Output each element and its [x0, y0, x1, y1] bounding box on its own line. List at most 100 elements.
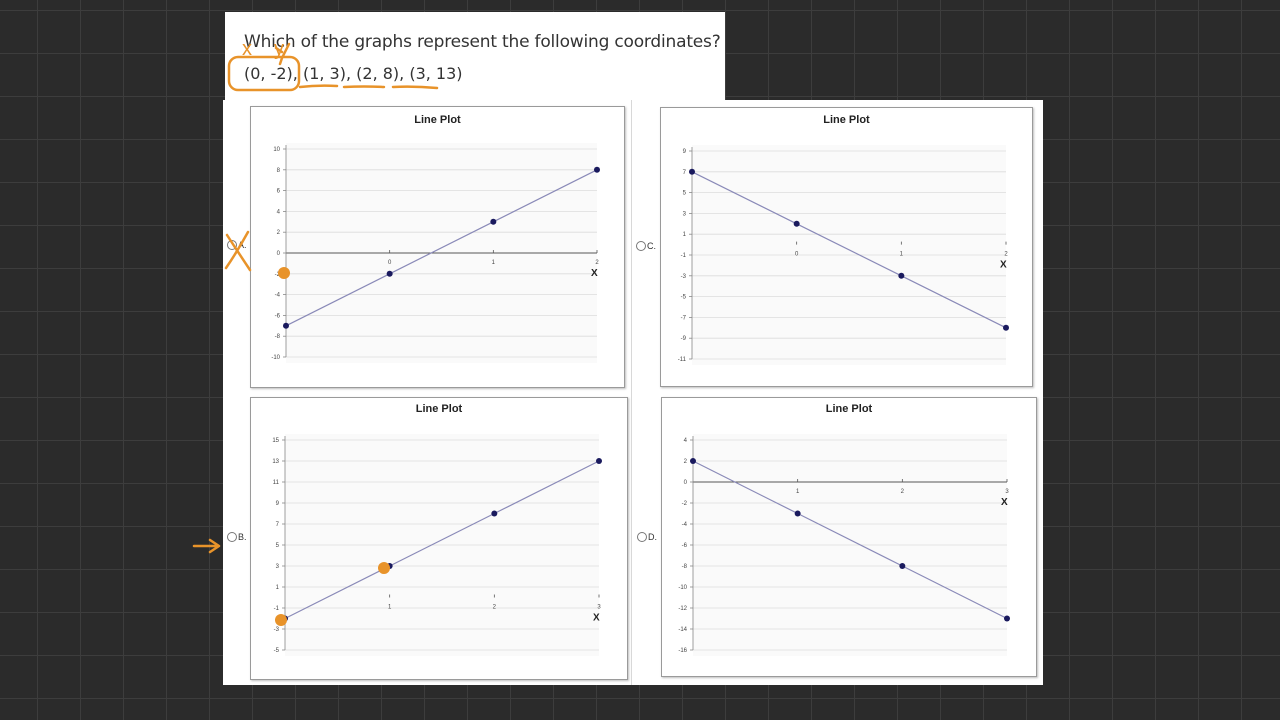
option-c-label[interactable]: C.	[647, 241, 656, 251]
x-tick-label: 2	[595, 260, 599, 266]
option-b-label[interactable]: B.	[238, 532, 247, 542]
y-tick-label: 5	[683, 191, 687, 197]
option-a-chart[interactable]: Line Plot 10 8 6 4 2 0 -2 -4 -6 -8 -10 0 1 2 X	[250, 106, 625, 388]
y-tick-label: 3	[683, 211, 687, 217]
x-axis-label: X	[591, 268, 598, 279]
y-tick-label: -2	[275, 272, 281, 278]
y-tick-label: -5	[681, 295, 687, 301]
y-tick-label: -3	[274, 627, 280, 633]
y-tick-label: -6	[275, 313, 281, 319]
y-tick-label: -9	[681, 336, 687, 342]
data-point	[596, 458, 602, 464]
x-tick-label: 1	[388, 605, 392, 611]
data-point	[283, 322, 289, 329]
option-b-radio[interactable]	[227, 532, 237, 542]
chart-title: Line Plot	[826, 403, 873, 415]
x-tick-label: 0	[795, 252, 799, 258]
x-tick-label: 2	[901, 489, 905, 495]
option-d-label[interactable]: D.	[648, 532, 657, 542]
x-axis-label: X	[593, 613, 600, 624]
data-point	[1004, 615, 1010, 622]
y-tick-label: 4	[684, 438, 688, 444]
y-tick-label: -10	[678, 585, 687, 591]
y-tick-label: 15	[272, 438, 279, 444]
x-axis-label: X	[1001, 497, 1008, 508]
y-tick-label: -16	[678, 648, 687, 654]
y-tick-label: -10	[271, 355, 280, 361]
data-point	[1003, 324, 1009, 331]
y-tick-label: 10	[273, 147, 280, 153]
y-tick-label: 7	[276, 522, 280, 528]
data-point	[490, 218, 497, 225]
data-point	[793, 220, 800, 227]
x-tick-label: 3	[597, 605, 601, 611]
y-tick-label: 8	[277, 168, 281, 174]
x-tick-label: 1	[796, 489, 800, 495]
question-card: Which of the graphs represent the follow…	[225, 12, 725, 100]
option-d-chart[interactable]: Line Plot 4 2 0 -2 -4 -6 -8 -10 -12 -14 -16 1 2 3 X	[661, 397, 1037, 677]
data-point	[386, 563, 393, 569]
x-tick-label: 3	[1005, 489, 1009, 495]
y-tick-label: -7	[681, 315, 687, 321]
ink-arrow-b	[192, 538, 221, 554]
y-tick-label: 3	[276, 564, 280, 570]
data-point	[898, 272, 905, 279]
question-text: Which of the graphs represent the follow…	[244, 32, 721, 52]
y-tick-label: 9	[683, 149, 687, 155]
y-tick-label: -4	[275, 293, 281, 299]
option-d-radio[interactable]	[637, 532, 647, 542]
y-tick-label: -1	[274, 606, 280, 612]
y-tick-label: 13	[272, 459, 279, 465]
y-tick-label: 1	[276, 585, 280, 591]
y-tick-label: 0	[277, 251, 281, 257]
x-tick-label: 1	[492, 260, 496, 266]
chart-title: Line Plot	[823, 114, 870, 126]
y-tick-label: -2	[682, 501, 688, 507]
y-tick-label: -3	[681, 274, 687, 280]
y-tick-label: -12	[678, 606, 687, 612]
option-c-radio[interactable]	[636, 241, 646, 251]
data-point	[282, 615, 288, 622]
data-point	[690, 458, 696, 464]
y-tick-label: 2	[277, 230, 281, 236]
data-point	[594, 166, 600, 173]
option-c-chart[interactable]: Line Plot 9 7 5 3 1 -1 -3 -5 -7 -9 -11 0 1 2 X	[660, 107, 1033, 387]
x-tick-label: 0	[388, 260, 392, 266]
chart-title: Line Plot	[416, 403, 463, 415]
y-tick-label: -8	[275, 334, 281, 340]
option-a-label[interactable]: A.	[238, 240, 247, 250]
option-a-plot: Line Plot 10 8 6 4 2 0 -2 -4 -6 -8 -10 0 1 2 X	[271, 114, 600, 363]
series-line	[285, 169, 598, 327]
option-a-radio[interactable]	[227, 240, 237, 250]
y-tick-label: 9	[276, 501, 280, 507]
option-b-plot: Line Plot 15 13 11 9 7 5 3 1 -1 -3 -5 1 2 3 X	[272, 403, 602, 656]
y-tick-label: -6	[682, 543, 688, 549]
x-axis-label: X	[1000, 260, 1007, 271]
y-tick-label: -14	[678, 627, 687, 633]
series-line	[284, 460, 600, 620]
option-c-plot: Line Plot 9 7 5 3 1 -1 -3 -5 -7 -9 -11 0 1 2 X	[678, 114, 1009, 365]
column-divider	[631, 100, 632, 685]
y-tick-label: -11	[678, 357, 687, 363]
data-point	[689, 168, 695, 175]
y-tick-label: 11	[273, 480, 280, 486]
y-tick-label: 6	[277, 189, 281, 195]
y-tick-label: -1	[681, 253, 687, 259]
x-tick-label: 1	[900, 252, 904, 258]
data-point	[899, 563, 906, 569]
data-point	[386, 270, 393, 277]
x-tick-label: 2	[493, 605, 497, 611]
y-tick-label: 4	[277, 209, 281, 215]
option-d-plot: Line Plot 4 2 0 -2 -4 -6 -8 -10 -12 -14 -16 1 2 3 X	[678, 403, 1010, 656]
y-tick-label: 5	[276, 543, 280, 549]
series-line	[691, 171, 1007, 329]
y-tick-label: -4	[682, 522, 688, 528]
x-tick-label: 2	[1004, 252, 1008, 258]
y-tick-label: -5	[274, 648, 280, 654]
y-tick-label: 0	[684, 480, 688, 486]
data-point	[794, 510, 801, 517]
data-point	[491, 510, 498, 517]
y-tick-label: 7	[683, 170, 687, 176]
option-b-chart[interactable]: Line Plot 15 13 11 9 7 5 3 1 -1 -3 -5 1 2 3 X	[250, 397, 628, 680]
